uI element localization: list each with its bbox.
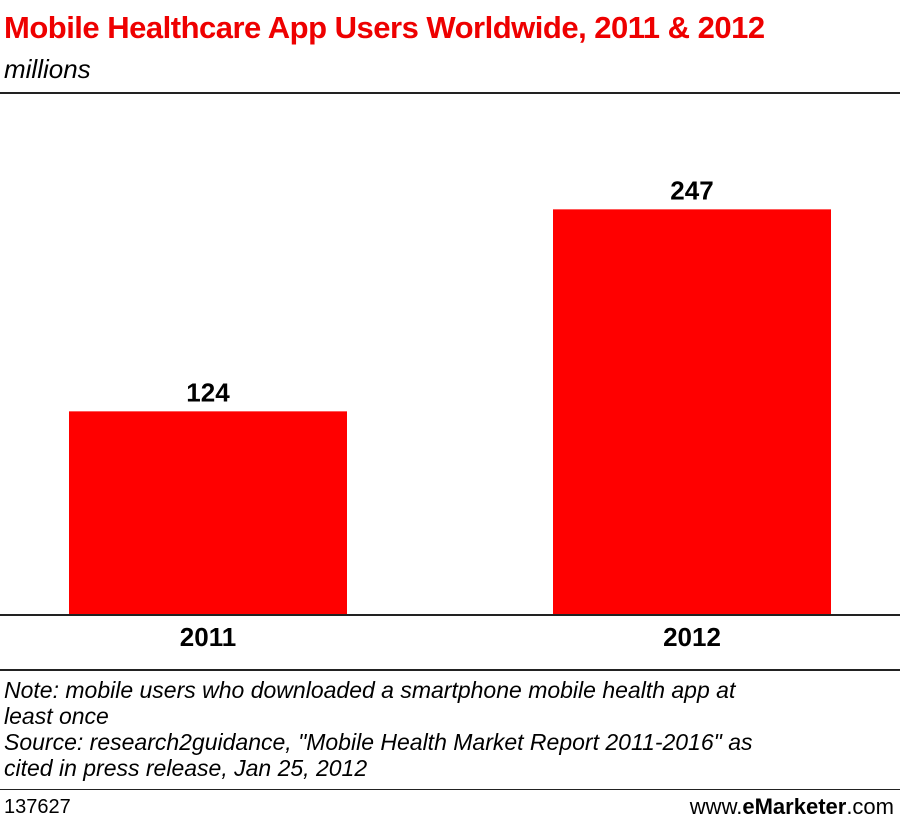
brand-suffix: .com [846,794,894,819]
brand-name: eMarketer [742,794,847,819]
brand-link[interactable]: www.eMarketer.com [690,794,894,820]
bar-2012 [553,209,831,615]
chart-id: 137627 [4,796,71,818]
x-tick-label-2011: 2011 [180,622,236,652]
source-line-1: Source: research2guidance, "Mobile Healt… [4,729,753,755]
chart-title: Mobile Healthcare App Users Worldwide, 2… [4,10,765,45]
brand-prefix: www. [689,794,743,819]
top-divider [0,92,900,94]
bar-chart: 124 2011 247 2012 [0,175,900,652]
data-label-2011: 124 [186,377,230,407]
x-tick-label-2012: 2012 [663,622,721,652]
note-line-1: Note: mobile users who downloaded a smar… [4,677,736,703]
bottom-divider [0,669,900,671]
note-line-2: least once [4,703,109,729]
chart-subtitle: millions [4,54,91,84]
footer-divider [0,789,900,790]
data-label-2012: 247 [670,175,713,205]
source-line-2: cited in press release, Jan 25, 2012 [4,755,368,781]
bar-2011 [69,411,347,615]
chart-notes: Note: mobile users who downloaded a smar… [4,677,894,781]
